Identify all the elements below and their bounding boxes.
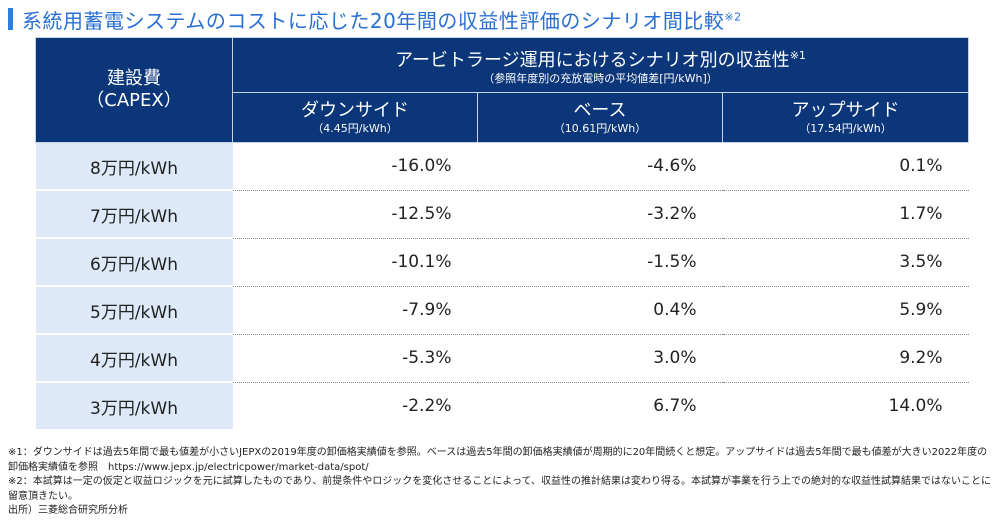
scenario-sub: （10.61円/kWh） <box>553 122 647 135</box>
table-row: 7万円/kWh -12.5% -3.2% 1.7% <box>35 190 969 239</box>
footnotes: ※1：ダウンサイドは過去5年間で最も値差が小さいJEPXの2019年度の卸価格実… <box>8 446 993 519</box>
scenario-group-header: アービトラージ運用におけるシナリオ別の収益性※1 （参照年度別の充放電時の平均値差… <box>231 37 970 93</box>
footnote-1: ※1：ダウンサイドは過去5年間で最も値差が小さいJEPXの2019年度の卸価格実… <box>8 447 988 473</box>
value-cell: -2.2% <box>402 395 452 416</box>
table-row: 8万円/kWh -16.0% -4.6% 0.1% <box>35 142 969 191</box>
scenario-name: ベース <box>573 100 627 121</box>
scenario-header-upside: アップサイド （17.54円/kWh） <box>721 92 970 143</box>
capex-cell: 3万円/kWh <box>35 382 233 429</box>
value-cell: -10.1% <box>232 238 478 287</box>
table-row: 4万円/kWh -5.3% 3.0% 9.2% <box>35 334 969 383</box>
page-title: 系統用蓄電システムのコストに応じた20年間の収益性評価のシナリオ間比較※2 <box>22 5 742 34</box>
value-cell: 1.7% <box>722 190 969 239</box>
scenario-header-downside: ダウンサイド （4.45円/kWh） <box>232 92 478 143</box>
table-row: 5万円/kWh -7.9% 0.4% 5.9% <box>35 286 969 335</box>
capex-cell: 5万円/kWh <box>35 286 233 335</box>
title-note: ※2 <box>724 10 742 24</box>
group-label: アービトラージ運用におけるシナリオ別の収益性 <box>395 50 790 71</box>
capex-cell: 6万円/kWh <box>35 238 233 287</box>
value-cell: 9.2% <box>722 334 969 383</box>
scenario-sub: （17.54円/kWh） <box>799 122 892 135</box>
capex-cell: 4万円/kWh <box>35 334 233 383</box>
group-note: ※1 <box>789 49 806 62</box>
value-cell: 0.1% <box>722 142 969 191</box>
capex-cell: 7万円/kWh <box>35 190 233 239</box>
value-cell: 3.0% <box>477 334 723 383</box>
profitability-table: 建設費 （CAPEX） アービトラージ運用におけるシナリオ別の収益性※1 （参照年度… <box>35 37 970 429</box>
source-note: 出所）三菱総合研究所分析 <box>8 505 128 516</box>
value-cell: -7.9% <box>232 286 478 335</box>
capex-label: 建設費 <box>107 68 161 89</box>
table-row: 6万円/kWh -10.1% -1.5% 3.5% <box>35 238 969 287</box>
value-cell: 14.0% <box>888 395 943 416</box>
value-cell: -16.0% <box>232 142 478 191</box>
value-cell: 3.5% <box>722 238 969 287</box>
value-cell: -5.3% <box>232 334 478 383</box>
scenario-header-base: ベース （10.61円/kWh） <box>477 92 723 143</box>
title-accent-bar <box>8 8 13 30</box>
scenario-name: ダウンサイド <box>301 100 409 121</box>
value-cell: 6.7% <box>653 395 697 416</box>
value-cell: -12.5% <box>232 190 478 239</box>
capex-sub: （CAPEX） <box>86 90 182 111</box>
capex-header: 建設費 （CAPEX） <box>35 37 233 143</box>
scenario-name: アップサイド <box>791 100 900 121</box>
value-cell: 5.9% <box>722 286 969 335</box>
footnote-2: ※2：本試算は一定の仮定と収益ロジックを元に試算したものであり、前提条件やロジッ… <box>8 476 991 502</box>
capex-cell: 8万円/kWh <box>35 142 233 191</box>
value-cell: -3.2% <box>477 190 723 239</box>
scenario-sub: （4.45円/kWh） <box>312 122 398 135</box>
title-text: 系統用蓄電システムのコストに応じた20年間の収益性評価のシナリオ間比較 <box>22 9 725 33</box>
value-cell: -1.5% <box>477 238 723 287</box>
value-cell: 0.4% <box>477 286 723 335</box>
value-cell: -4.6% <box>477 142 723 191</box>
table-row: 3万円/kWh -2.2% 6.7% 14.0% <box>35 382 969 429</box>
group-sub: （参照年度別の充放電時の平均値差[円/kWh]） <box>483 72 718 85</box>
